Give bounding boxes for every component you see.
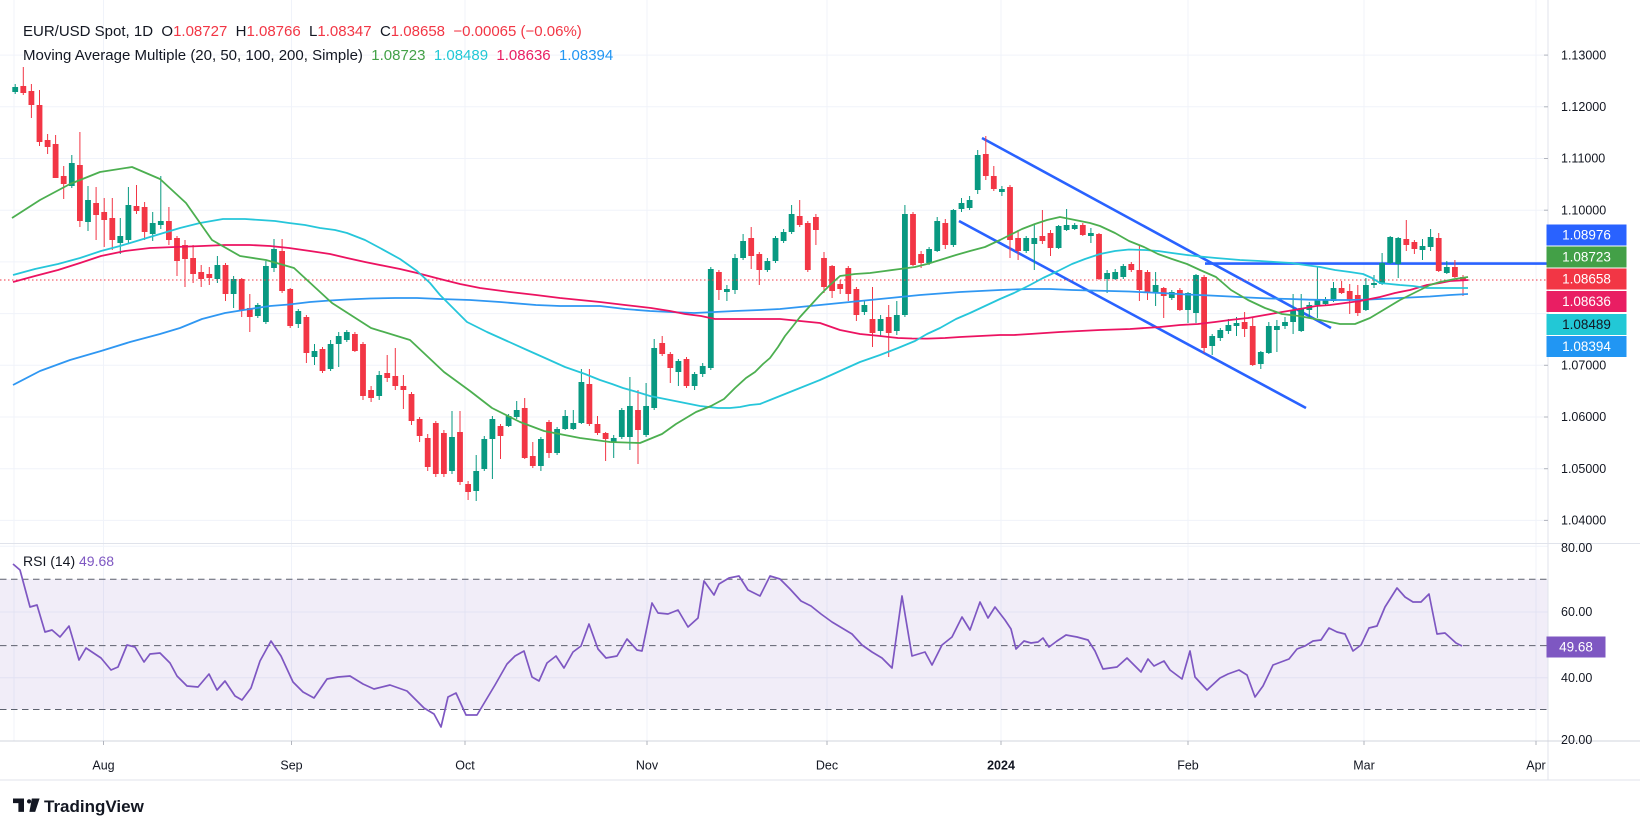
svg-text:Sep: Sep [280,759,302,773]
svg-text:RSI (14) 49.68: RSI (14) 49.68 [23,553,114,569]
svg-text:1.08489: 1.08489 [1562,317,1611,332]
svg-text:60.00: 60.00 [1561,605,1592,619]
svg-text:1.04000: 1.04000 [1561,514,1606,528]
svg-text:1.08976: 1.08976 [1562,228,1611,243]
svg-text:80.00: 80.00 [1561,541,1592,555]
svg-text:1.08394: 1.08394 [1562,339,1611,354]
svg-text:TradingView: TradingView [44,797,145,816]
svg-text:1.08636: 1.08636 [1562,294,1611,309]
svg-text:Feb: Feb [1177,759,1199,773]
svg-text:1.07000: 1.07000 [1561,359,1606,373]
svg-text:EUR/USD Spot, 1D O1.08727 H1: EUR/USD Spot, 1D O1.08727 H1.08766 L1.08… [23,23,582,40]
svg-text:Aug: Aug [92,759,114,773]
svg-text:Apr: Apr [1526,759,1545,773]
svg-text:Nov: Nov [636,759,659,773]
svg-text:1.05000: 1.05000 [1561,462,1606,476]
svg-text:1.10000: 1.10000 [1561,203,1606,217]
svg-text:1.06000: 1.06000 [1561,410,1606,424]
svg-text:40.00: 40.00 [1561,671,1592,685]
svg-text:1.08658: 1.08658 [1562,272,1611,287]
svg-text:20.00: 20.00 [1561,733,1592,747]
svg-text:2024: 2024 [987,759,1015,773]
svg-text:Dec: Dec [816,759,838,773]
svg-text:Moving Average Multiple (20, 5: Moving Average Multiple (20, 50, 100, 20… [23,47,613,64]
svg-text:1.12000: 1.12000 [1561,100,1606,114]
svg-text:Oct: Oct [455,759,475,773]
svg-text:Mar: Mar [1353,759,1375,773]
svg-text:1.11000: 1.11000 [1561,152,1605,166]
svg-text:1.13000: 1.13000 [1561,48,1606,62]
svg-text:1.08723: 1.08723 [1562,250,1611,265]
svg-text:49.68: 49.68 [1559,640,1593,655]
